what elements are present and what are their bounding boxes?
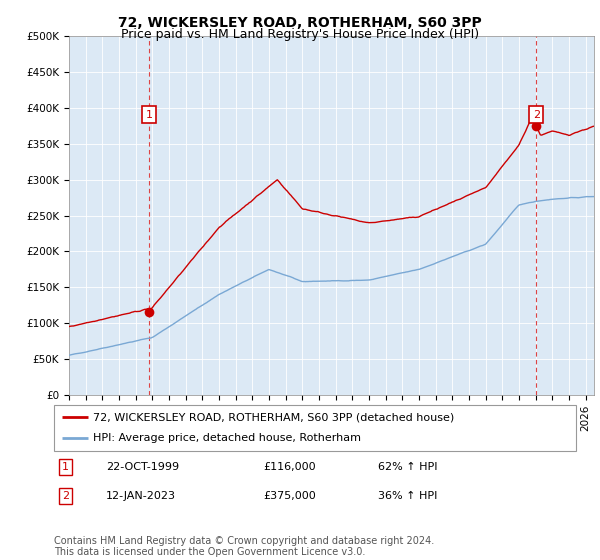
Text: 72, WICKERSLEY ROAD, ROTHERHAM, S60 3PP (detached house): 72, WICKERSLEY ROAD, ROTHERHAM, S60 3PP … <box>93 412 454 422</box>
Text: 36% ↑ HPI: 36% ↑ HPI <box>377 491 437 501</box>
Text: Price paid vs. HM Land Registry's House Price Index (HPI): Price paid vs. HM Land Registry's House … <box>121 28 479 41</box>
Text: 2: 2 <box>62 491 69 501</box>
Text: 1: 1 <box>62 462 69 472</box>
Text: 22-OCT-1999: 22-OCT-1999 <box>106 462 179 472</box>
Text: 2: 2 <box>533 110 540 120</box>
FancyBboxPatch shape <box>54 405 576 451</box>
Text: £375,000: £375,000 <box>263 491 316 501</box>
Text: HPI: Average price, detached house, Rotherham: HPI: Average price, detached house, Roth… <box>93 433 361 444</box>
Text: 12-JAN-2023: 12-JAN-2023 <box>106 491 176 501</box>
Text: 72, WICKERSLEY ROAD, ROTHERHAM, S60 3PP: 72, WICKERSLEY ROAD, ROTHERHAM, S60 3PP <box>118 16 482 30</box>
Text: £116,000: £116,000 <box>263 462 316 472</box>
Text: 62% ↑ HPI: 62% ↑ HPI <box>377 462 437 472</box>
Text: 1: 1 <box>145 110 152 120</box>
Text: Contains HM Land Registry data © Crown copyright and database right 2024.
This d: Contains HM Land Registry data © Crown c… <box>54 535 434 557</box>
